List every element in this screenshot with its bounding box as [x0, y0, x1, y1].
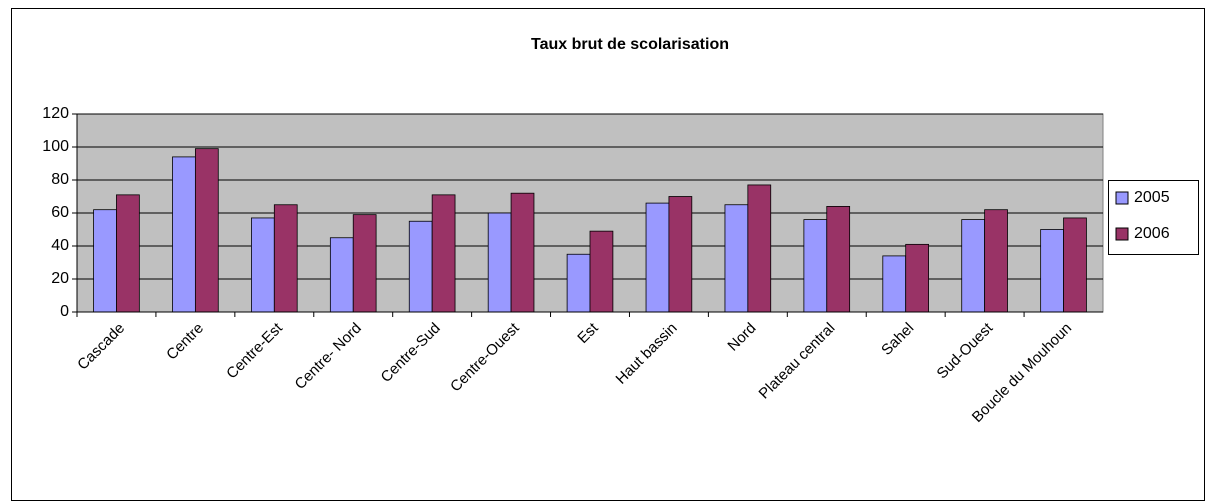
- bar: [251, 217, 275, 313]
- bar: [747, 184, 772, 313]
- bar: [510, 192, 535, 313]
- bar: [172, 156, 196, 313]
- y-tick-label: 0: [60, 303, 69, 320]
- legend-label: 2005: [1134, 189, 1170, 206]
- bar: [826, 205, 851, 313]
- chart-title: Taux brut de scolarisation: [531, 36, 729, 53]
- y-tick-label: 100: [42, 138, 69, 155]
- bar: [803, 219, 828, 313]
- bar: [882, 255, 907, 313]
- y-tick-label: 80: [51, 171, 69, 188]
- y-tick-label: 40: [51, 237, 69, 254]
- bar: [961, 219, 986, 313]
- bar: [329, 237, 354, 313]
- y-tick-label: 60: [51, 204, 69, 221]
- bar: [431, 194, 456, 313]
- bar: [116, 194, 140, 313]
- bar: [984, 209, 1008, 313]
- bar: [487, 212, 512, 313]
- y-tick-label: 20: [51, 270, 69, 287]
- bar: [566, 253, 591, 313]
- legend-swatch: [1115, 227, 1129, 241]
- bar: [668, 196, 693, 313]
- bar: [408, 220, 433, 313]
- y-tick-label: 120: [42, 105, 69, 122]
- bar: [724, 204, 749, 313]
- legend-label: 2006: [1134, 225, 1170, 242]
- bar: [1063, 217, 1087, 313]
- bar: [1040, 229, 1064, 313]
- bar: [905, 243, 929, 313]
- bar: [273, 204, 298, 313]
- bar: [645, 202, 670, 313]
- bar: [352, 214, 377, 313]
- legend-swatch: [1115, 191, 1129, 205]
- bar: [194, 148, 219, 313]
- bar: [589, 230, 614, 313]
- bar: [93, 209, 117, 313]
